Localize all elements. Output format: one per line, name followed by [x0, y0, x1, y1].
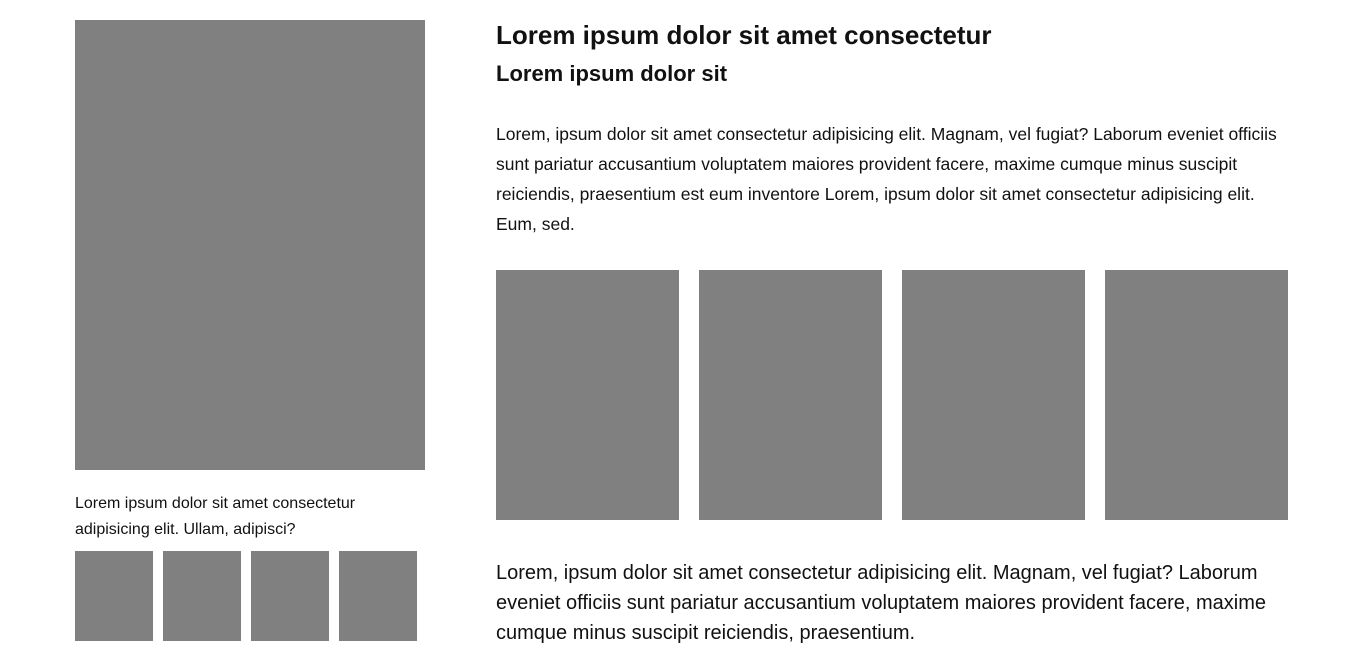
thumbnail-row: [75, 551, 425, 641]
thumbnail-image-placeholder: [75, 551, 153, 641]
page-title: Lorem ipsum dolor sit amet consectetur: [496, 20, 992, 50]
intro-paragraph: Lorem, ipsum dolor sit amet consectetur …: [496, 124, 1277, 234]
thumbnail-image-placeholder: [251, 551, 329, 641]
gallery-image-placeholder: [496, 270, 679, 520]
thumbnail-image-placeholder: [163, 551, 241, 641]
thumbnail-image-placeholder: [339, 551, 417, 641]
gallery-image-placeholder: [1105, 270, 1288, 520]
main-image-placeholder: [75, 20, 425, 470]
right-column: Lorem ipsum dolor sit amet consectetur L…: [496, 18, 1288, 648]
page-subtitle: Lorem ipsum dolor sit: [496, 61, 728, 86]
left-caption: Lorem ipsum dolor sit amet consectetur a…: [75, 495, 356, 538]
left-column: Lorem ipsum dolor sit amet consectetur a…: [75, 20, 425, 641]
gallery-image-placeholder: [902, 270, 1085, 520]
gallery-image-placeholder: [699, 270, 882, 520]
outro-paragraph: Lorem, ipsum dolor sit amet consectetur …: [496, 562, 1266, 644]
gallery-row: [496, 270, 1288, 520]
